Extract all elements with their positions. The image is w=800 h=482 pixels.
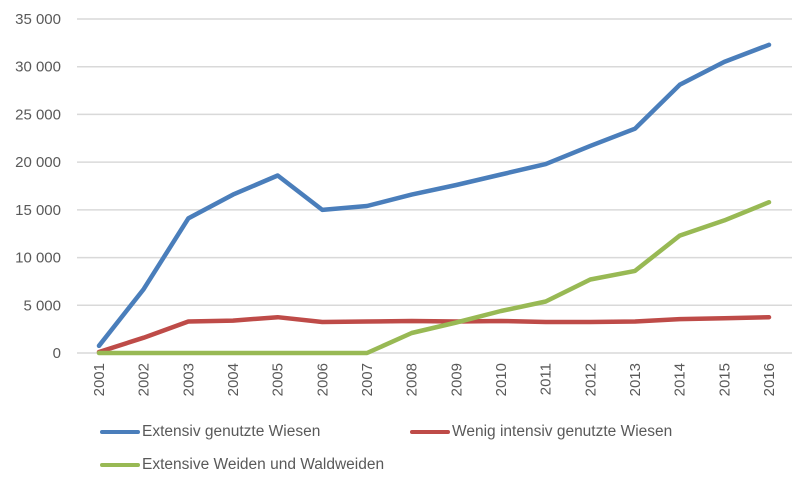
x-tick-label: 2001 <box>91 363 108 396</box>
y-tick-label: 35 000 <box>15 11 61 28</box>
x-tick-label: 2002 <box>136 363 153 396</box>
legend-swatch-green <box>100 463 140 467</box>
x-axis: 2001 2002 2003 2004 2005 2006 2007 2008 2009 2010… <box>91 363 778 396</box>
legend-item-wenig-intensiv-genutzte-wiesen: Wenig intensiv genutzte Wiesen <box>410 423 672 441</box>
legend-label: Extensiv genutzte Wiesen <box>142 423 321 440</box>
x-tick-label: 2012 <box>582 363 599 396</box>
y-tick-label: 15 000 <box>15 202 61 219</box>
y-tick-label: 30 000 <box>15 59 61 76</box>
y-tick-label: 5 000 <box>23 297 61 314</box>
legend-swatch-blue <box>100 430 140 434</box>
x-tick-label: 2008 <box>404 363 421 396</box>
legend-swatch-red <box>410 430 450 434</box>
x-tick-label: 2005 <box>270 363 287 396</box>
x-tick-label: 2011 <box>538 363 555 395</box>
x-tick-label: 2010 <box>493 363 510 396</box>
series-line-0 <box>96 42 772 349</box>
y-tick-label: 10 000 <box>15 250 61 267</box>
x-tick-label: 2004 <box>225 363 242 396</box>
y-tick-label: 20 000 <box>15 154 61 171</box>
legend-label: Wenig intensiv genutzte Wiesen <box>452 423 673 440</box>
legend-item-extensiv-genutzte-wiesen: Extensiv genutzte Wiesen <box>100 423 320 441</box>
y-tick-label: 0 <box>53 345 61 362</box>
legend-item-extensive-weiden: Extensive Weiden und Waldweiden <box>100 456 384 474</box>
series-lines <box>96 42 772 356</box>
y-axis: 0 5 000 10 000 15 000 20 000 25 000 30 000 35 0… <box>15 11 61 362</box>
x-tick-label: 2013 <box>627 363 644 396</box>
gridlines <box>77 18 792 354</box>
x-tick-label: 2007 <box>359 363 376 396</box>
x-tick-label: 2016 <box>761 363 778 396</box>
series-line-2 <box>96 199 772 356</box>
legend-label: Extensive Weiden und Waldweiden <box>142 456 385 473</box>
y-tick-label: 25 000 <box>15 106 61 123</box>
series-line-1 <box>96 314 772 355</box>
x-tick-label: 2003 <box>180 363 197 396</box>
x-tick-label: 2006 <box>314 363 331 396</box>
x-tick-label: 2014 <box>672 363 689 396</box>
x-tick-label: 2009 <box>448 363 465 396</box>
x-tick-label: 2015 <box>716 363 733 396</box>
